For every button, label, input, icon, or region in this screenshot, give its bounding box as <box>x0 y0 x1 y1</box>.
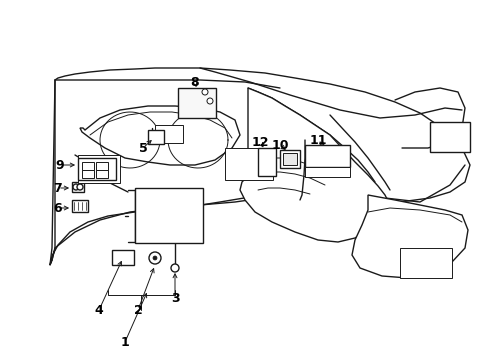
Circle shape <box>153 256 157 260</box>
Bar <box>78 158 116 180</box>
Text: 2: 2 <box>133 303 142 316</box>
Polygon shape <box>72 200 88 212</box>
Bar <box>429 122 469 152</box>
Bar <box>305 145 349 167</box>
Bar <box>280 150 299 168</box>
Text: 10: 10 <box>271 139 288 152</box>
Polygon shape <box>80 106 240 165</box>
Bar <box>96 162 108 170</box>
Text: 1: 1 <box>121 336 129 348</box>
Circle shape <box>202 89 207 95</box>
Bar <box>305 167 349 177</box>
Text: 11: 11 <box>308 134 326 147</box>
Circle shape <box>149 252 161 264</box>
Bar <box>96 170 108 178</box>
Text: 3: 3 <box>170 292 179 305</box>
Polygon shape <box>240 88 389 242</box>
Bar <box>135 188 203 243</box>
Circle shape <box>206 98 213 104</box>
Text: 7: 7 <box>54 181 62 194</box>
Polygon shape <box>184 94 195 104</box>
Bar <box>82 162 94 170</box>
Polygon shape <box>351 195 467 278</box>
Text: 9: 9 <box>56 158 64 171</box>
Bar <box>112 250 134 265</box>
Bar <box>78 155 120 183</box>
Bar <box>178 88 216 118</box>
Bar <box>155 125 183 143</box>
Bar <box>148 130 163 144</box>
Bar <box>258 148 275 176</box>
Circle shape <box>171 264 179 272</box>
Polygon shape <box>50 68 469 265</box>
Bar <box>399 248 451 278</box>
Text: 4: 4 <box>95 303 103 316</box>
Circle shape <box>77 184 83 190</box>
Text: 5: 5 <box>138 141 147 154</box>
Text: 6: 6 <box>54 202 62 215</box>
Bar <box>283 153 296 165</box>
Polygon shape <box>287 198 317 214</box>
Polygon shape <box>72 182 84 192</box>
Circle shape <box>73 184 79 190</box>
Text: 12: 12 <box>251 135 268 149</box>
Bar <box>224 148 272 180</box>
Text: 8: 8 <box>190 76 199 89</box>
Bar <box>82 170 94 178</box>
